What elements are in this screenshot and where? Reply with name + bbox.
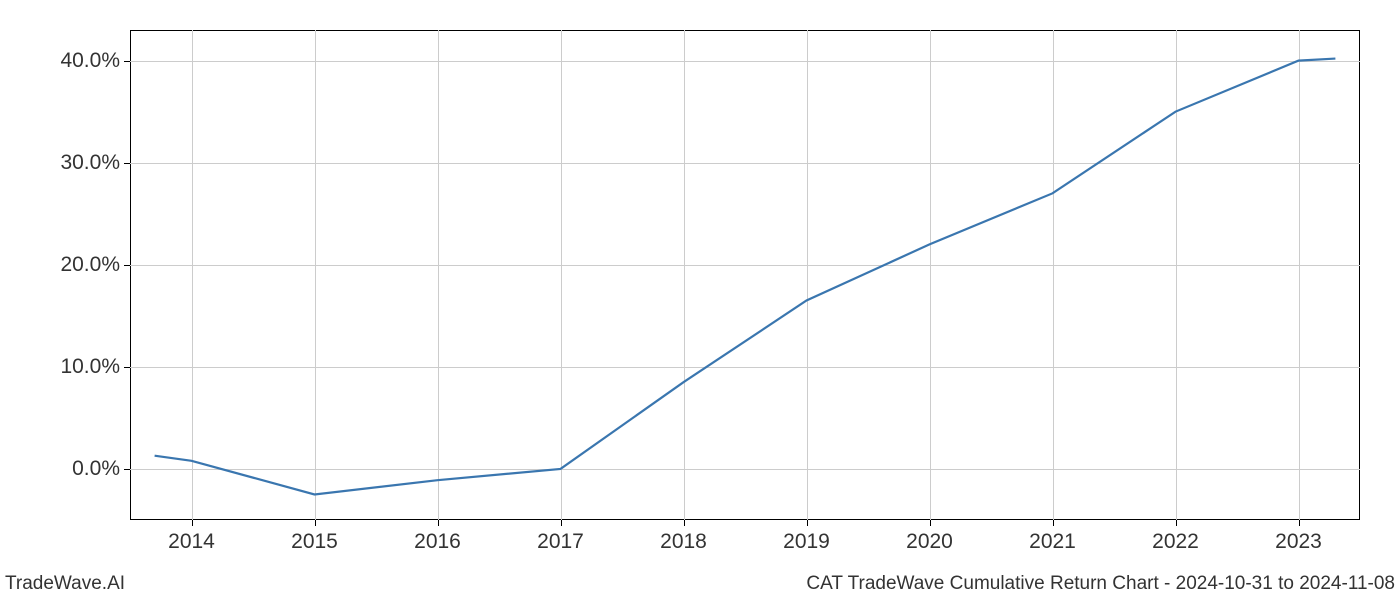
x-tick-mark [1299, 520, 1300, 526]
x-tick-mark [1176, 520, 1177, 526]
x-tick-mark [807, 520, 808, 526]
x-tick-label: 2022 [1152, 530, 1199, 554]
y-tick-mark [124, 367, 130, 368]
line-series [130, 30, 1360, 520]
x-tick-label: 2020 [906, 530, 953, 554]
x-tick-label: 2021 [1029, 530, 1076, 554]
return-line [155, 59, 1336, 495]
chart-plot-area [130, 30, 1360, 520]
y-tick-label: 40.0% [60, 49, 120, 73]
x-tick-mark [930, 520, 931, 526]
footer-caption: CAT TradeWave Cumulative Return Chart - … [806, 573, 1395, 595]
x-tick-label: 2018 [660, 530, 707, 554]
x-tick-label: 2015 [291, 530, 338, 554]
x-tick-label: 2014 [168, 530, 215, 554]
y-tick-mark [124, 163, 130, 164]
x-tick-label: 2023 [1275, 530, 1322, 554]
x-tick-mark [315, 520, 316, 526]
x-tick-label: 2019 [783, 530, 830, 554]
x-tick-mark [1053, 520, 1054, 526]
x-tick-mark [438, 520, 439, 526]
x-tick-mark [192, 520, 193, 526]
y-tick-label: 0.0% [72, 457, 120, 481]
x-tick-mark [561, 520, 562, 526]
y-tick-mark [124, 61, 130, 62]
y-tick-mark [124, 469, 130, 470]
x-tick-label: 2016 [414, 530, 461, 554]
y-tick-label: 10.0% [60, 355, 120, 379]
y-tick-label: 30.0% [60, 151, 120, 175]
x-tick-mark [684, 520, 685, 526]
y-tick-label: 20.0% [60, 253, 120, 277]
y-tick-mark [124, 265, 130, 266]
footer-brand: TradeWave.AI [5, 573, 125, 595]
x-tick-label: 2017 [537, 530, 584, 554]
